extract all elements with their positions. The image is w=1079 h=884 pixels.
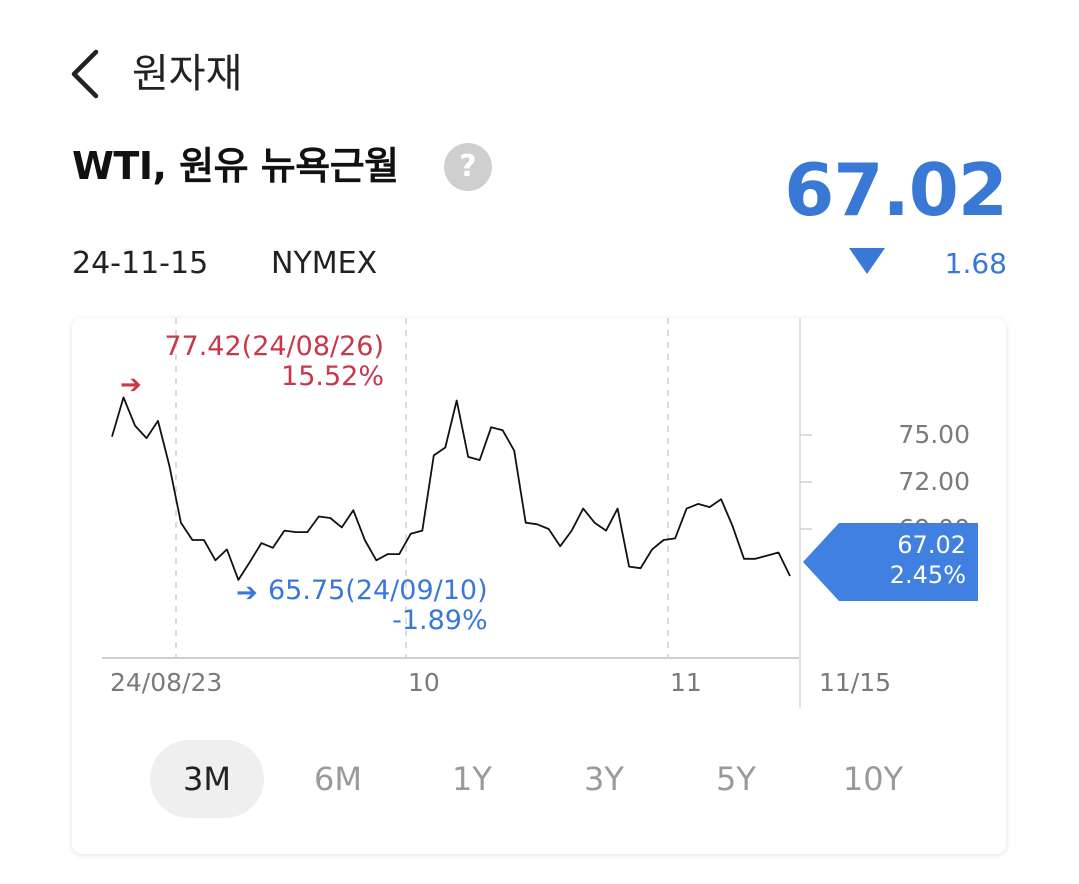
instrument-name: WTI, 원유 뉴욕근월 [72,144,399,188]
y-tick-label: 75.00 [898,420,970,449]
x-tick-label: 10 [408,668,440,697]
page-title: 원자재 [132,51,243,97]
x-tick-label: 11 [670,668,702,697]
y-tick-label: 72.00 [898,467,970,496]
period-5y-button[interactable]: 5Y [716,760,756,798]
exchange-name: NYMEX [271,246,378,281]
back-button[interactable] [62,44,110,104]
price-tag-shape [803,523,978,601]
x-tick-label: 11/15 [819,668,892,697]
current-tag-pct: 2.45% [889,561,966,589]
price-chart[interactable] [72,318,1006,718]
period-3m-button[interactable]: 3M [150,740,264,818]
current-price-tag: 67.02 2.45% [803,523,978,601]
current-tag-value: 67.02 [897,531,966,559]
period-1y-button[interactable]: 1Y [452,760,492,798]
high-arrow-icon: ➔ [120,370,142,400]
low-value-label: 65.75(24/09/10) [268,575,488,606]
chart-card: ➔ 77.42(24/08/26) 15.52% ➔ 65.75(24/09/1… [72,318,1006,854]
x-tick-label: 24/08/23 [110,668,223,697]
chevron-left-icon [71,49,99,99]
quote-date: 24-11-15 [72,246,209,281]
low-pct-label: -1.89% [392,605,488,636]
app-header: 원자재 [0,0,1079,140]
high-value-label: 77.42(24/08/26) [164,331,384,362]
low-arrow-icon: ➔ [236,578,258,608]
period-10y-button[interactable]: 10Y [842,760,904,798]
current-price: 67.02 [784,148,1008,232]
help-icon[interactable]: ? [444,143,492,191]
period-3y-button[interactable]: 3Y [584,760,624,798]
down-triangle-icon [849,248,885,274]
low-annotation: 65.75(24/09/10) -1.89% [268,576,488,636]
period-6m-button[interactable]: 6M [314,760,362,798]
price-change: 1.68 [944,247,1007,280]
period-selector: 3M 6M 1Y 3Y 5Y 10Y [150,740,950,818]
price-series-line [111,396,791,581]
high-annotation: 77.42(24/08/26) 15.52% [164,332,384,392]
current-tag-text: 67.02 2.45% [890,530,966,590]
high-pct-label: 15.52% [281,361,384,392]
